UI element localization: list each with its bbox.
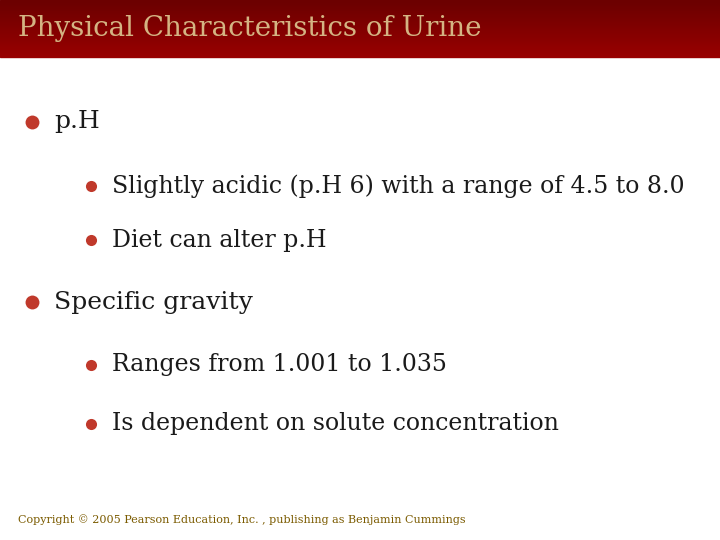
Bar <box>0 50 720 51</box>
Bar <box>0 14 720 15</box>
Bar <box>0 10 720 11</box>
Bar <box>0 32 720 33</box>
Bar <box>0 40 720 42</box>
Bar <box>0 2 720 3</box>
Bar <box>0 52 720 53</box>
Text: Is dependent on solute concentration: Is dependent on solute concentration <box>112 413 559 435</box>
Bar <box>0 4 720 5</box>
Bar <box>0 8 720 9</box>
Bar <box>0 20 720 21</box>
Bar <box>0 5 720 6</box>
Bar <box>0 21 720 22</box>
Bar <box>0 15 720 16</box>
Text: Slightly acidic (p.H 6) with a range of 4.5 to 8.0: Slightly acidic (p.H 6) with a range of … <box>112 174 684 198</box>
Bar <box>0 39 720 40</box>
Bar <box>0 6 720 8</box>
Bar <box>0 45 720 46</box>
Text: Specific gravity: Specific gravity <box>54 291 253 314</box>
Text: Diet can alter p.H: Diet can alter p.H <box>112 229 326 252</box>
Bar <box>0 55 720 56</box>
Bar <box>0 0 720 1</box>
Bar <box>0 46 720 47</box>
Bar <box>0 33 720 34</box>
Bar <box>0 48 720 49</box>
Bar <box>0 42 720 43</box>
Bar <box>0 36 720 37</box>
Bar <box>0 12 720 13</box>
Bar <box>0 9 720 10</box>
Bar <box>0 56 720 57</box>
Bar <box>0 26 720 28</box>
Bar <box>0 37 720 38</box>
Bar <box>0 34 720 35</box>
Bar <box>0 43 720 44</box>
Bar <box>0 17 720 18</box>
Bar <box>0 22 720 23</box>
Bar <box>0 1 720 2</box>
Bar <box>0 49 720 50</box>
Bar <box>0 35 720 36</box>
Bar <box>0 11 720 12</box>
Text: Copyright © 2005 Pearson Education, Inc. , publishing as Benjamin Cummings: Copyright © 2005 Pearson Education, Inc.… <box>18 514 466 525</box>
Text: Physical Characteristics of Urine: Physical Characteristics of Urine <box>18 15 482 42</box>
Bar <box>0 25 720 26</box>
Bar <box>0 47 720 48</box>
Bar <box>0 53 720 54</box>
Bar <box>0 23 720 24</box>
Bar <box>0 54 720 55</box>
Bar <box>0 18 720 19</box>
Bar <box>0 43 720 44</box>
Bar <box>0 44 720 45</box>
Bar <box>0 24 720 25</box>
Bar <box>0 29 720 30</box>
Bar <box>0 31 720 32</box>
Bar <box>0 38 720 39</box>
Bar <box>0 16 720 17</box>
Bar <box>0 19 720 20</box>
Text: Ranges from 1.001 to 1.035: Ranges from 1.001 to 1.035 <box>112 353 446 376</box>
Bar <box>0 28 720 29</box>
Bar <box>0 13 720 14</box>
Bar <box>0 3 720 4</box>
Bar <box>0 30 720 31</box>
Text: p.H: p.H <box>54 110 100 133</box>
Bar <box>0 51 720 52</box>
